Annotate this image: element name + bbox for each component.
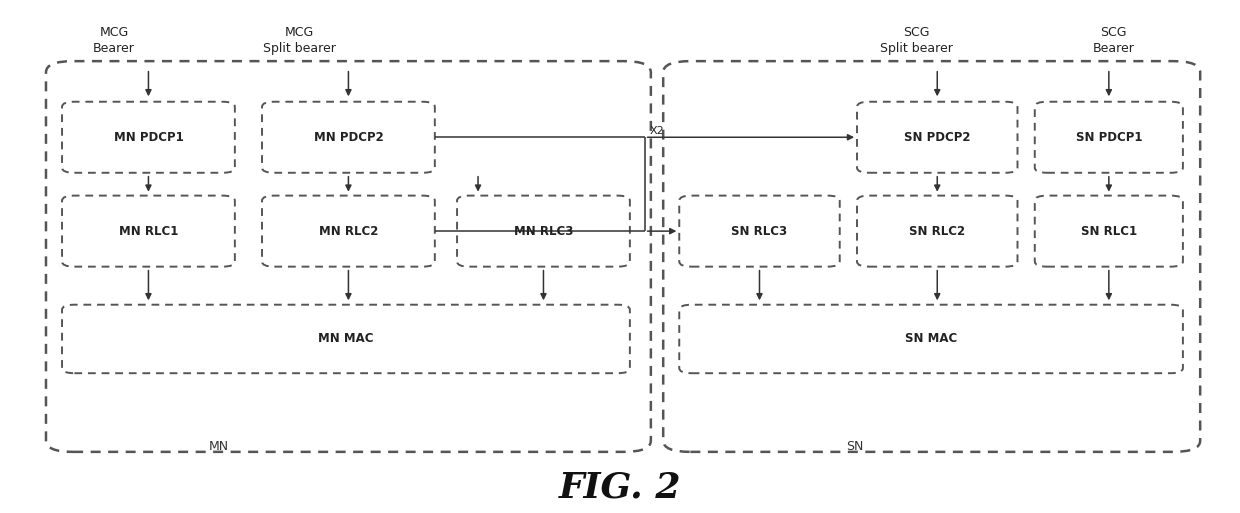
Text: SN PDCP2: SN PDCP2 (904, 131, 971, 144)
Text: MN PDCP2: MN PDCP2 (314, 131, 383, 144)
Text: MN RLC2: MN RLC2 (319, 225, 378, 238)
Text: MN RLC3: MN RLC3 (513, 225, 573, 238)
Text: MN PDCP1: MN PDCP1 (114, 131, 184, 144)
Text: MCG
Split bearer: MCG Split bearer (263, 26, 336, 55)
Text: SN: SN (846, 440, 863, 453)
FancyBboxPatch shape (458, 195, 630, 267)
FancyBboxPatch shape (262, 195, 435, 267)
Text: MN RLC1: MN RLC1 (119, 225, 179, 238)
FancyBboxPatch shape (46, 61, 651, 452)
FancyBboxPatch shape (857, 102, 1018, 173)
Text: MN: MN (208, 440, 229, 453)
FancyBboxPatch shape (1034, 195, 1183, 267)
FancyBboxPatch shape (62, 102, 234, 173)
Text: MN MAC: MN MAC (319, 332, 373, 345)
Text: SN RLC2: SN RLC2 (909, 225, 965, 238)
Text: MCG
Bearer: MCG Bearer (93, 26, 135, 55)
Text: X2: X2 (650, 126, 665, 135)
Text: SCG
Bearer: SCG Bearer (1092, 26, 1135, 55)
FancyBboxPatch shape (857, 195, 1018, 267)
FancyBboxPatch shape (62, 305, 630, 373)
Text: SN PDCP1: SN PDCP1 (1075, 131, 1142, 144)
FancyBboxPatch shape (1034, 102, 1183, 173)
FancyBboxPatch shape (262, 102, 435, 173)
Text: SN MAC: SN MAC (905, 332, 957, 345)
Text: SN RLC1: SN RLC1 (1081, 225, 1137, 238)
Text: SN RLC3: SN RLC3 (732, 225, 787, 238)
Text: FIG. 2: FIG. 2 (559, 470, 681, 504)
FancyBboxPatch shape (663, 61, 1200, 452)
FancyBboxPatch shape (680, 195, 839, 267)
FancyBboxPatch shape (680, 305, 1183, 373)
Text: SCG
Split bearer: SCG Split bearer (880, 26, 952, 55)
FancyBboxPatch shape (62, 195, 234, 267)
